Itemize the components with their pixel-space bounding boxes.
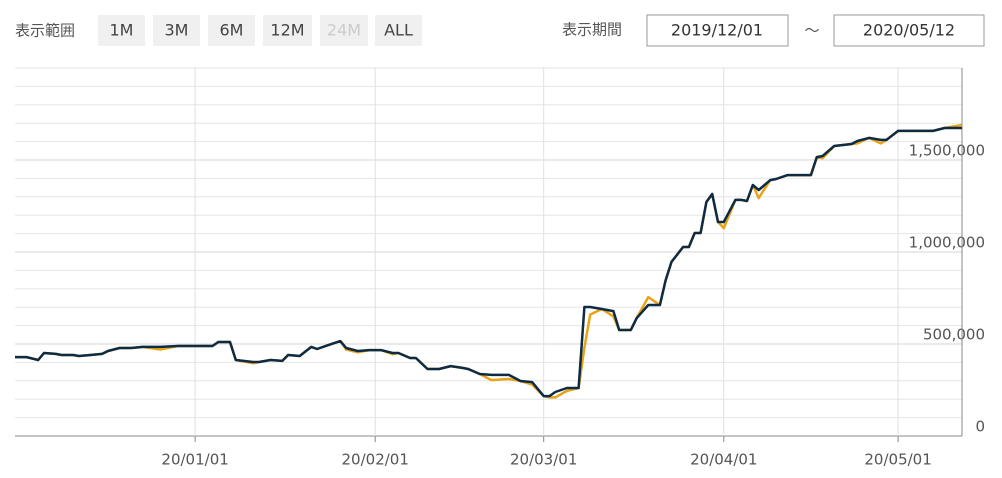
y-tick-label: 500,000 xyxy=(923,326,985,344)
range-button-label: 6M xyxy=(220,21,244,40)
y-tick-label: 0 xyxy=(975,418,985,436)
range-button xyxy=(320,15,368,46)
end-date: 2020/05/12 xyxy=(863,21,955,40)
y-tick-label: 1,500,000 xyxy=(909,142,985,160)
range-button[interactable] xyxy=(153,15,200,46)
range-button-label: 24M xyxy=(327,21,361,40)
range-button[interactable] xyxy=(375,15,422,46)
range-label: 表示範囲 xyxy=(15,22,75,40)
range-button-label: ALL xyxy=(384,21,413,40)
x-tick-label: 20/01/01 xyxy=(161,451,228,469)
series-line xyxy=(15,126,962,398)
range-button-label: 1M xyxy=(110,21,134,40)
separator: ～ xyxy=(804,22,819,40)
start-date: 2019/12/01 xyxy=(671,21,763,40)
range-button[interactable] xyxy=(98,15,145,46)
period-label: 表示期間 xyxy=(562,21,622,39)
range-button[interactable] xyxy=(263,15,312,46)
x-tick-label: 20/04/01 xyxy=(690,451,757,469)
x-tick-label: 20/02/01 xyxy=(342,451,409,469)
start-input[interactable] xyxy=(646,14,789,47)
range-button-label: 3M xyxy=(165,21,189,40)
x-tick-label: 20/05/01 xyxy=(864,451,931,469)
range-button[interactable] xyxy=(208,15,255,46)
y-tick-label: 1,000,000 xyxy=(909,234,985,252)
x-tick-label: 20/03/01 xyxy=(510,451,577,469)
end-input[interactable] xyxy=(833,14,985,47)
range-button-label: 12M xyxy=(270,21,304,40)
